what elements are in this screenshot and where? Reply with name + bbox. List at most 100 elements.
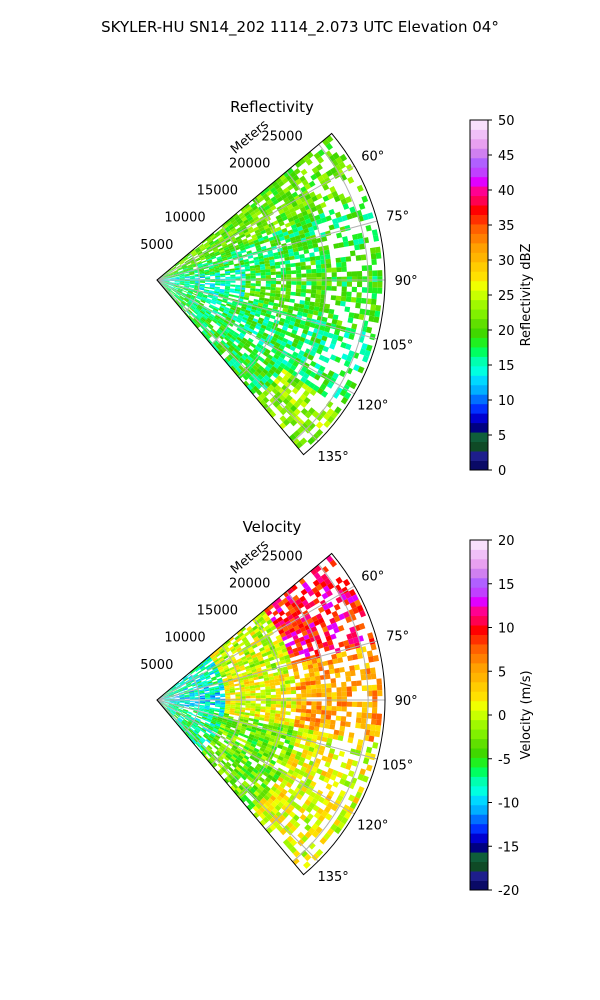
radar-cell <box>184 276 190 279</box>
radar-cell <box>296 793 303 801</box>
radar-cell <box>202 681 208 685</box>
radar-cell <box>240 728 246 733</box>
radar-cell <box>250 693 256 696</box>
radar-cell <box>243 242 250 248</box>
radar-cell <box>317 749 325 756</box>
radar-cell <box>296 701 302 706</box>
radar-cell <box>335 300 341 306</box>
radar-cell <box>215 314 221 319</box>
radar-cell <box>287 729 294 734</box>
radar-cell <box>171 709 177 713</box>
radar-cell <box>340 198 348 206</box>
radar-cell <box>277 801 285 809</box>
radar-cell <box>220 703 226 706</box>
radar-cell <box>317 149 325 157</box>
radar-cell <box>169 281 175 283</box>
radar-cell <box>358 238 365 245</box>
radar-cell <box>282 391 289 399</box>
radar-cell <box>220 282 226 285</box>
radar-cell <box>238 221 245 227</box>
radar-cell <box>236 629 243 636</box>
radar-cell <box>329 186 337 193</box>
range-tick-label: 15000 <box>197 604 238 619</box>
radar-cell <box>293 251 300 256</box>
radar-cell <box>213 669 219 674</box>
radar-cell <box>217 656 224 661</box>
radar-cell <box>279 353 286 360</box>
radar-cell <box>198 746 204 752</box>
radar-cell <box>319 325 326 332</box>
radar-cell <box>218 667 224 672</box>
radar-cell <box>204 270 210 273</box>
radar-cell <box>192 722 198 727</box>
radar-cell <box>225 672 232 677</box>
radar-cell <box>197 264 203 268</box>
radar-cell <box>166 287 171 292</box>
radar-cell <box>208 734 215 740</box>
radar-cell <box>296 273 302 278</box>
radar-cell <box>179 693 185 696</box>
radar-cell <box>206 657 212 662</box>
radar-cell <box>237 240 243 245</box>
radar-cell <box>182 687 188 691</box>
radar-cell <box>321 236 328 242</box>
colorbar-label: Velocity (m/s) <box>519 670 534 759</box>
radar-cell <box>201 716 207 720</box>
radar-cell <box>187 265 193 269</box>
radar-cell <box>344 306 351 313</box>
radar-cell <box>169 701 175 703</box>
radar-cell <box>315 826 323 834</box>
radar-cell <box>202 330 208 336</box>
radar-cell <box>180 682 186 686</box>
radar-cell <box>256 727 262 732</box>
radar-cell <box>184 717 190 721</box>
radar-cell <box>323 356 330 364</box>
radar-cell <box>204 286 210 289</box>
radar-cell <box>179 260 185 265</box>
radar-cell <box>276 795 283 802</box>
radar-cell <box>265 706 271 710</box>
radar-cell <box>232 363 239 370</box>
radar-cell <box>251 320 258 326</box>
radar-cell <box>275 397 283 405</box>
radar-cell <box>315 421 324 429</box>
radar-cell <box>171 687 177 691</box>
radar-cell <box>224 689 230 692</box>
radar-cell <box>255 368 263 375</box>
radar-cell <box>275 597 282 604</box>
radar-cell <box>265 791 273 799</box>
radar-cell <box>235 284 241 288</box>
azimuth-gridline <box>156 279 319 442</box>
radar-cell <box>174 682 180 687</box>
radar-cell <box>295 642 302 648</box>
radar-cell <box>289 298 295 303</box>
radar-cell <box>265 371 273 379</box>
radar-cell <box>315 679 321 685</box>
radar-cell <box>311 658 318 665</box>
radar-cell <box>275 811 283 818</box>
radar-cell <box>199 274 205 276</box>
radar-cell <box>171 686 176 691</box>
radar-cell <box>228 715 234 719</box>
radar-cell <box>337 335 344 342</box>
radar-cell <box>205 255 211 259</box>
radar-cell <box>187 292 193 295</box>
radar-cell <box>189 694 195 696</box>
radar-cell <box>306 693 312 698</box>
radar-cell <box>252 379 259 386</box>
radar-cell <box>178 271 184 274</box>
radar-cell <box>174 275 180 277</box>
radar-cell <box>199 288 205 291</box>
radar-cell <box>285 658 291 663</box>
radar-cell <box>314 722 321 728</box>
radar-cell <box>187 291 193 294</box>
radar-cell <box>206 259 213 263</box>
radar-cell <box>204 702 211 705</box>
radar-cell <box>210 280 216 283</box>
radar-cell <box>204 706 210 709</box>
radar-cell <box>241 354 247 361</box>
radar-cell <box>309 676 316 682</box>
radar-cell <box>360 674 367 681</box>
radar-cell <box>207 338 213 345</box>
radar-cell <box>240 206 247 213</box>
